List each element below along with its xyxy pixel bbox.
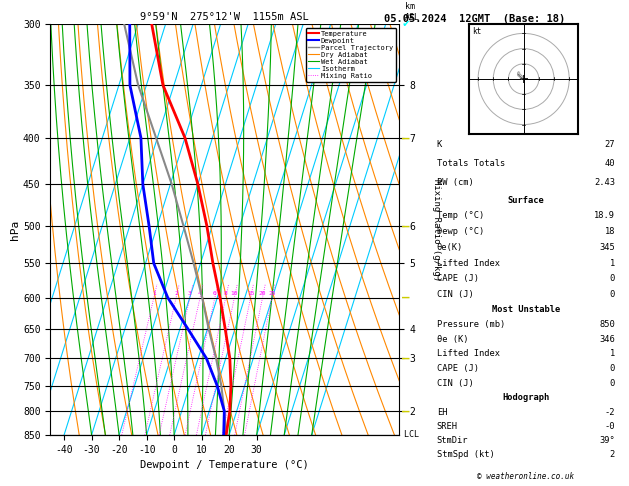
Text: LCL: LCL <box>399 431 420 439</box>
Text: K: K <box>437 140 442 149</box>
Text: CIN (J): CIN (J) <box>437 290 474 299</box>
Text: 25: 25 <box>268 291 276 295</box>
Text: ○: ○ <box>521 75 524 81</box>
Text: 3: 3 <box>188 291 192 295</box>
Title: 9°59'N  275°12'W  1155m ASL: 9°59'N 275°12'W 1155m ASL <box>140 12 309 22</box>
Text: ○: ○ <box>516 71 520 77</box>
Text: SREH: SREH <box>437 422 458 431</box>
Text: Surface: Surface <box>508 196 544 205</box>
Text: —: — <box>402 352 409 365</box>
Text: 850: 850 <box>599 320 615 329</box>
Text: 345: 345 <box>599 243 615 252</box>
Text: CIN (J): CIN (J) <box>437 379 474 388</box>
Text: 05.05.2024  12GMT  (Base: 18): 05.05.2024 12GMT (Base: 18) <box>384 14 565 24</box>
Text: θe (K): θe (K) <box>437 335 468 344</box>
Text: 0: 0 <box>610 364 615 373</box>
Text: Hodograph: Hodograph <box>502 393 550 402</box>
Text: Temp (°C): Temp (°C) <box>437 211 484 221</box>
Text: Lifted Index: Lifted Index <box>437 349 499 358</box>
Text: —: — <box>402 219 409 232</box>
Text: 1: 1 <box>610 259 615 268</box>
Text: -0: -0 <box>604 422 615 431</box>
Text: —: — <box>402 291 409 304</box>
Text: kt: kt <box>472 27 481 36</box>
Text: 39°: 39° <box>599 436 615 445</box>
Text: CAPE (J): CAPE (J) <box>437 274 479 283</box>
Y-axis label: hPa: hPa <box>10 220 20 240</box>
Y-axis label: Mixing Ratio (g/kg): Mixing Ratio (g/kg) <box>431 178 441 281</box>
Text: 2: 2 <box>610 450 615 459</box>
Text: 2: 2 <box>174 291 178 295</box>
Text: km
ASL: km ASL <box>405 2 420 21</box>
Text: θe(K): θe(K) <box>437 243 463 252</box>
Text: Totals Totals: Totals Totals <box>437 159 505 168</box>
Text: 346: 346 <box>599 335 615 344</box>
Text: 0: 0 <box>610 274 615 283</box>
Legend: Temperature, Dewpoint, Parcel Trajectory, Dry Adiabat, Wet Adiabat, Isotherm, Mi: Temperature, Dewpoint, Parcel Trajectory… <box>306 28 396 82</box>
Text: 20: 20 <box>259 291 266 295</box>
Text: 18.9: 18.9 <box>594 211 615 221</box>
Text: 4: 4 <box>198 291 202 295</box>
Text: EH: EH <box>437 408 447 417</box>
Text: Pressure (mb): Pressure (mb) <box>437 320 505 329</box>
Text: 1: 1 <box>610 349 615 358</box>
Text: -2: -2 <box>604 408 615 417</box>
Text: 1: 1 <box>152 291 156 295</box>
Text: —: — <box>402 404 409 417</box>
Text: StmDir: StmDir <box>437 436 468 445</box>
Text: CAPE (J): CAPE (J) <box>437 364 479 373</box>
Text: 8: 8 <box>224 291 228 295</box>
Text: 15: 15 <box>247 291 254 295</box>
Text: 10: 10 <box>231 291 238 295</box>
Text: Lifted Index: Lifted Index <box>437 259 499 268</box>
Text: 0: 0 <box>610 379 615 388</box>
Text: 2.43: 2.43 <box>594 178 615 188</box>
Text: ✔: ✔ <box>403 19 409 29</box>
Text: 40: 40 <box>604 159 615 168</box>
Text: 27: 27 <box>604 140 615 149</box>
Text: 6: 6 <box>213 291 217 295</box>
Text: Dewp (°C): Dewp (°C) <box>437 227 484 236</box>
Text: PW (cm): PW (cm) <box>437 178 474 188</box>
Text: © weatheronline.co.uk: © weatheronline.co.uk <box>477 472 574 481</box>
X-axis label: Dewpoint / Temperature (°C): Dewpoint / Temperature (°C) <box>140 460 309 470</box>
Text: 18: 18 <box>604 227 615 236</box>
Text: ○: ○ <box>519 74 522 79</box>
Text: ○: ○ <box>518 73 521 78</box>
Text: —: — <box>402 131 409 144</box>
Text: 0: 0 <box>610 290 615 299</box>
Text: Most Unstable: Most Unstable <box>492 305 560 314</box>
Text: StmSpd (kt): StmSpd (kt) <box>437 450 494 459</box>
